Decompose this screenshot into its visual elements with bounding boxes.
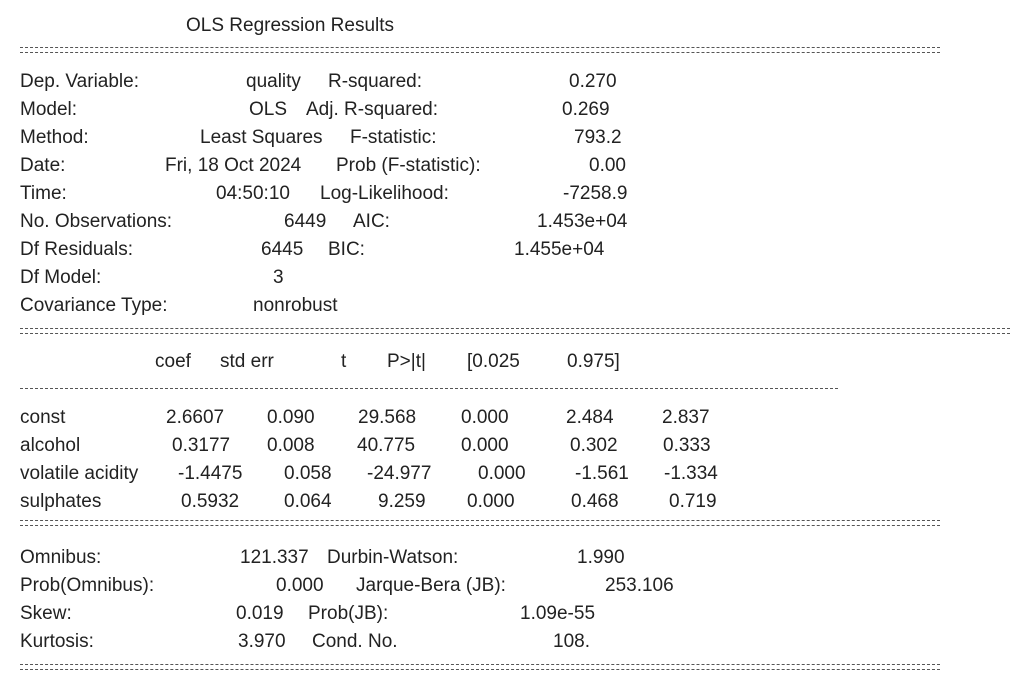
coef-cell: 0.000 <box>461 407 509 428</box>
stat-value: 253.106 <box>605 575 674 596</box>
column-header: [0.025 <box>467 351 520 372</box>
stat-label: Jarque-Bera (JB): <box>356 575 506 596</box>
separator <box>20 664 940 670</box>
coef-cell: 40.775 <box>357 435 416 456</box>
stat-label: Model: <box>20 99 78 120</box>
coef-cell: 0.000 <box>478 463 526 484</box>
stat-value: 0.270 <box>569 71 617 92</box>
stat-label: Date: <box>20 155 66 176</box>
stat-value: -7258.9 <box>563 183 628 204</box>
stat-value: 121.337 <box>240 547 309 568</box>
stat-value: 3 <box>273 267 284 288</box>
coef-cell: 9.259 <box>378 491 426 512</box>
stat-label: Method: <box>20 127 89 148</box>
stat-value: 6445 <box>261 239 304 260</box>
stat-label: F-statistic: <box>350 127 437 148</box>
coef-cell: -1.4475 <box>178 463 243 484</box>
column-header: coef <box>155 351 191 372</box>
stat-value: 0.00 <box>589 155 626 176</box>
variable-name: alcohol <box>20 435 81 456</box>
stat-value: 0.019 <box>236 603 284 624</box>
variable-name: const <box>20 407 66 428</box>
coef-cell: 0.058 <box>284 463 332 484</box>
stat-label: BIC: <box>328 239 365 260</box>
stat-label: Prob (F-statistic): <box>336 155 481 176</box>
stat-label: R-squared: <box>328 71 422 92</box>
coef-cell: -1.561 <box>575 463 629 484</box>
stat-value: 793.2 <box>574 127 622 148</box>
coef-cell: 0.000 <box>461 435 509 456</box>
stat-value: nonrobust <box>253 295 338 316</box>
report-title: OLS Regression Results <box>186 15 395 36</box>
stat-label: Prob(Omnibus): <box>20 575 155 596</box>
stat-value: 04:50:10 <box>216 183 290 204</box>
column-header: t <box>341 351 347 372</box>
stat-label: Prob(JB): <box>308 603 389 624</box>
column-header: 0.975] <box>567 351 620 372</box>
coef-cell: 0.064 <box>284 491 332 512</box>
stat-value: quality <box>246 71 301 92</box>
stat-label: Covariance Type: <box>20 295 168 316</box>
coef-cell: 0.000 <box>467 491 515 512</box>
stat-label: Adj. R-squared: <box>306 99 439 120</box>
stat-value: 3.970 <box>238 631 286 652</box>
stat-value: 1.990 <box>577 547 625 568</box>
separator <box>20 47 940 53</box>
coef-cell: 0.333 <box>663 435 711 456</box>
stat-label: Cond. No. <box>312 631 398 652</box>
separator <box>20 388 838 389</box>
stat-label: Df Model: <box>20 267 102 288</box>
column-header: std err <box>220 351 274 372</box>
coef-cell: 0.090 <box>267 407 315 428</box>
coef-cell: 0.719 <box>669 491 717 512</box>
separator <box>20 328 1010 334</box>
separator <box>20 520 940 526</box>
stat-label: Durbin-Watson: <box>327 547 459 568</box>
stat-value: OLS <box>249 99 288 120</box>
coef-cell: 2.6607 <box>166 407 225 428</box>
stat-label: AIC: <box>353 211 390 232</box>
coef-cell: -24.977 <box>367 463 432 484</box>
coef-cell: -1.334 <box>664 463 718 484</box>
stat-label: Time: <box>20 183 67 204</box>
stat-value: 108. <box>553 631 590 652</box>
coef-cell: 2.484 <box>566 407 614 428</box>
stat-value: Fri, 18 Oct 2024 <box>165 155 302 176</box>
stat-label: Omnibus: <box>20 547 102 568</box>
stat-value: 0.269 <box>562 99 610 120</box>
column-header: P>|t| <box>387 351 426 372</box>
stat-value: 1.455e+04 <box>514 239 605 260</box>
stat-label: Dep. Variable: <box>20 71 139 92</box>
coef-cell: 0.5932 <box>181 491 240 512</box>
coef-cell: 0.3177 <box>172 435 231 456</box>
coef-cell: 0.008 <box>267 435 315 456</box>
coef-cell: 0.468 <box>571 491 619 512</box>
stat-value: 6449 <box>284 211 327 232</box>
stat-value: 1.453e+04 <box>537 211 628 232</box>
coef-cell: 29.568 <box>358 407 417 428</box>
variable-name: sulphates <box>20 491 102 512</box>
stat-label: No. Observations: <box>20 211 173 232</box>
stat-label: Df Residuals: <box>20 239 133 260</box>
stat-value: Least Squares <box>200 127 323 148</box>
coef-cell: 0.302 <box>570 435 618 456</box>
stat-value: 1.09e-55 <box>520 603 596 624</box>
variable-name: volatile acidity <box>20 463 139 484</box>
stat-label: Kurtosis: <box>20 631 94 652</box>
stat-value: 0.000 <box>276 575 324 596</box>
stat-label: Skew: <box>20 603 72 624</box>
stat-label: Log-Likelihood: <box>320 183 449 204</box>
coef-cell: 2.837 <box>662 407 710 428</box>
